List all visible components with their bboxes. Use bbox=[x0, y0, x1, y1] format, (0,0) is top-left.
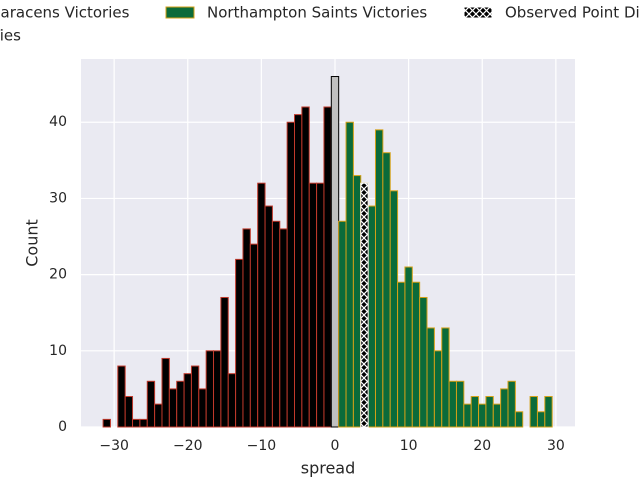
histogram-bar bbox=[117, 365, 126, 428]
histogram-bar bbox=[397, 281, 406, 428]
histogram-bar bbox=[198, 388, 207, 428]
histogram-bar bbox=[419, 296, 428, 428]
histogram-bar bbox=[360, 182, 369, 428]
histogram-bar bbox=[330, 76, 340, 428]
x-tick-label: −30 bbox=[99, 438, 129, 454]
histogram-bar bbox=[146, 380, 156, 428]
histogram-bar bbox=[271, 220, 281, 428]
y-tick-label: 0 bbox=[58, 419, 67, 435]
histogram-bar bbox=[470, 396, 480, 428]
histogram-bar bbox=[242, 228, 251, 428]
y-tick-label: 30 bbox=[49, 190, 67, 206]
histogram-bar bbox=[404, 266, 413, 428]
histogram-bar bbox=[279, 228, 288, 428]
histogram-bar bbox=[294, 114, 303, 428]
histogram-bar bbox=[352, 175, 362, 428]
histogram-bar bbox=[463, 403, 472, 428]
x-tick-label: 20 bbox=[473, 438, 491, 454]
legend-label: Observed Point Differential bbox=[505, 4, 640, 22]
histogram-bar bbox=[323, 106, 332, 428]
histogram-bar bbox=[308, 182, 318, 428]
histogram-bar bbox=[205, 350, 215, 428]
histogram-bar bbox=[176, 380, 185, 428]
legend-swatch bbox=[463, 6, 493, 19]
y-tick-label: 20 bbox=[49, 267, 67, 283]
histogram-bar bbox=[433, 350, 443, 428]
histogram-bar bbox=[374, 129, 384, 428]
histogram-bar bbox=[345, 121, 354, 428]
x-tick-label: −20 bbox=[173, 438, 203, 454]
x-tick-label: −10 bbox=[247, 438, 277, 454]
histogram-bar bbox=[102, 418, 111, 428]
histogram-bar bbox=[220, 296, 229, 428]
histogram-bar bbox=[441, 327, 450, 428]
y-tick-label: 40 bbox=[49, 114, 67, 130]
histogram-bar bbox=[455, 380, 465, 428]
histogram-bar bbox=[514, 411, 524, 428]
histogram-bar bbox=[426, 327, 435, 428]
histogram-bar bbox=[544, 396, 553, 428]
legend-label: Ties bbox=[0, 27, 21, 45]
histogram-bar bbox=[235, 258, 244, 428]
histogram-bar bbox=[507, 380, 516, 428]
y-tick-label: 10 bbox=[49, 343, 67, 359]
histogram-bar bbox=[190, 365, 200, 428]
histogram-bar bbox=[529, 396, 538, 428]
histogram-bar bbox=[485, 396, 494, 428]
histogram-bar bbox=[154, 403, 163, 428]
histogram-bar bbox=[264, 205, 273, 428]
histogram-bar bbox=[301, 106, 310, 428]
histogram-bar bbox=[183, 373, 192, 428]
histogram-bar bbox=[500, 388, 509, 428]
legend-swatch bbox=[165, 6, 195, 19]
histogram-bar bbox=[132, 418, 141, 428]
histogram-bar bbox=[338, 220, 347, 428]
histogram-bar bbox=[448, 380, 457, 428]
x-tick-label: 30 bbox=[547, 438, 565, 454]
histogram-bar bbox=[382, 152, 391, 428]
x-tick-label: 0 bbox=[331, 438, 340, 454]
histogram-bar bbox=[124, 396, 134, 428]
histogram-bar bbox=[227, 373, 237, 428]
histogram-bar bbox=[389, 190, 399, 428]
x-tick-label: 10 bbox=[400, 438, 418, 454]
histogram-bar bbox=[536, 411, 546, 428]
histogram-bar bbox=[213, 350, 222, 428]
legend-label: Saracens Victories bbox=[0, 4, 130, 22]
histogram-bar bbox=[168, 388, 178, 428]
histogram-bar bbox=[257, 182, 266, 428]
histogram-bar bbox=[139, 418, 148, 428]
legend-label: Northampton Saints Victories bbox=[207, 4, 427, 22]
histogram-bar bbox=[249, 243, 259, 428]
histogram-bar bbox=[161, 357, 170, 428]
histogram-bar bbox=[316, 182, 325, 428]
y-axis-label: Count bbox=[23, 219, 42, 267]
histogram-bar bbox=[411, 281, 421, 428]
histogram-bar bbox=[367, 205, 376, 428]
x-axis-label: spread bbox=[301, 459, 356, 478]
histogram-bar bbox=[286, 121, 296, 428]
histogram-bar bbox=[492, 403, 502, 428]
histogram-bar bbox=[478, 403, 487, 428]
